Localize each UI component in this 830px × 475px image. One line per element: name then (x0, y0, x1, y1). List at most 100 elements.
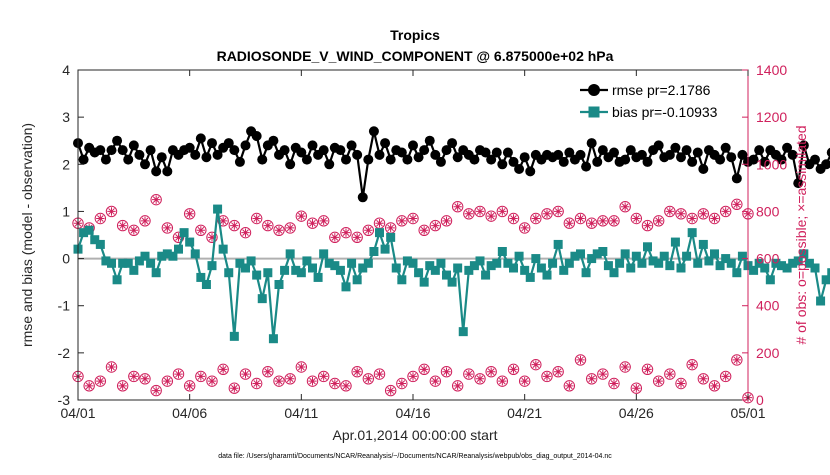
obs-possible-marker (217, 215, 229, 227)
bias-point (598, 247, 608, 256)
bias-point (581, 268, 591, 278)
obs-assimilated-marker (185, 209, 194, 218)
obs-possible-marker (664, 205, 676, 218)
obs-count-marker (195, 224, 207, 236)
bias-point (570, 251, 580, 261)
obs-possible-marker (306, 375, 319, 387)
bias-point (469, 261, 479, 271)
obs-assimilated-marker (565, 219, 574, 228)
obs-count-marker (139, 215, 151, 227)
obs-assimilated-marker (174, 369, 183, 379)
x-tick-label: 05/01 (730, 405, 765, 421)
bias-point (788, 258, 798, 268)
rmse-point (128, 140, 139, 151)
obs-count-marker (451, 201, 464, 213)
obs-possible-marker (172, 368, 185, 380)
obs-count-marker (273, 375, 285, 387)
rmse-point (424, 135, 435, 146)
obs-possible-marker (396, 377, 408, 390)
obs-count-marker (585, 373, 598, 385)
rmse-point (268, 135, 279, 146)
obs-assimilated-marker (553, 367, 563, 376)
obs-possible-marker (94, 375, 107, 387)
obs-count-marker (652, 215, 665, 227)
obs-count-marker (373, 368, 386, 380)
bias-point (201, 280, 211, 289)
bias-point (737, 251, 747, 261)
bias-point (319, 249, 329, 259)
obs-assimilated-marker (654, 376, 663, 386)
obs-count-marker (574, 354, 587, 366)
bias-point (486, 261, 496, 271)
obs-possible-marker (530, 212, 542, 225)
obs-assimilated-marker (643, 365, 652, 374)
bias-point (442, 270, 451, 280)
rmse-point (737, 149, 748, 160)
rmse-point (335, 145, 346, 156)
bias-point (514, 251, 524, 261)
obs-count-marker (116, 219, 129, 232)
obs-possible-marker (273, 375, 285, 387)
bias-point (285, 249, 295, 259)
rmse-point (251, 131, 262, 141)
rmse-point (586, 138, 597, 149)
rmse-point (324, 159, 335, 170)
bias-point (553, 239, 563, 249)
obs-assimilated-marker (732, 200, 742, 209)
obs-count-marker (474, 373, 486, 385)
obs-possible-marker (139, 215, 151, 227)
obs-possible-marker (463, 208, 475, 220)
obs-count-marker (440, 366, 453, 378)
legend-bias-label: bias pr=-0.10933 (612, 104, 718, 120)
obs-count-marker (295, 361, 308, 373)
obs-possible-marker (262, 219, 274, 232)
chart-subtitle: RADIOSONDE_V_WIND_COMPONENT @ 6.875000e+… (217, 48, 614, 64)
obs-possible-marker (440, 366, 453, 378)
obs-assimilated-marker (297, 362, 306, 372)
rmse-point (575, 149, 586, 160)
obs-assimilated-marker (654, 216, 663, 226)
bias-point (531, 254, 541, 264)
obs-count-marker (675, 208, 687, 220)
rmse-point (430, 149, 441, 160)
obs-count-marker (150, 193, 162, 206)
obs-possible-marker (664, 368, 676, 380)
obs-possible-marker (351, 231, 363, 244)
obs-possible-marker (239, 226, 252, 239)
rmse-point (508, 156, 519, 167)
obs-assimilated-marker (553, 207, 563, 216)
bias-point (241, 263, 250, 273)
obs-count-marker (418, 224, 430, 236)
obs-assimilated-marker (196, 226, 206, 235)
y-left-tick-label: 0 (62, 251, 70, 267)
plot-layer: 04/01 04/06 04/11 04/16 04/21 04/26 05/01 -3 -2 -… (58, 62, 830, 421)
obs-count-marker (217, 215, 229, 227)
obs-assimilated-marker (498, 207, 507, 216)
obs-assimilated-marker (565, 381, 574, 391)
rmse-point (681, 145, 692, 156)
obs-count-marker (463, 368, 475, 380)
rmse-point (759, 156, 770, 167)
obs-possible-marker (541, 208, 553, 220)
obs-count-marker (172, 368, 185, 380)
obs-possible-marker (206, 231, 218, 244)
bias-point (475, 256, 485, 266)
bias-point (799, 249, 809, 259)
x-tick-label: 04/11 (284, 405, 318, 421)
bias-point (347, 258, 357, 268)
obs-count-marker (619, 361, 631, 373)
obs-possible-marker (619, 201, 631, 213)
bias-point (576, 249, 585, 259)
rmse-point (581, 161, 592, 172)
obs-assimilated-marker (386, 223, 395, 233)
y-right-tick-label: 1200 (756, 109, 787, 125)
obs-count-marker (496, 375, 509, 387)
bias-point (123, 258, 133, 268)
obs-assimilated-marker (285, 374, 295, 383)
rmse-point (636, 149, 647, 160)
rmse-point (318, 145, 329, 156)
chart-title: Tropics (390, 27, 440, 43)
y-right-tick-label: 1000 (756, 156, 787, 172)
bias-point (308, 263, 317, 273)
bias-point (637, 258, 647, 268)
